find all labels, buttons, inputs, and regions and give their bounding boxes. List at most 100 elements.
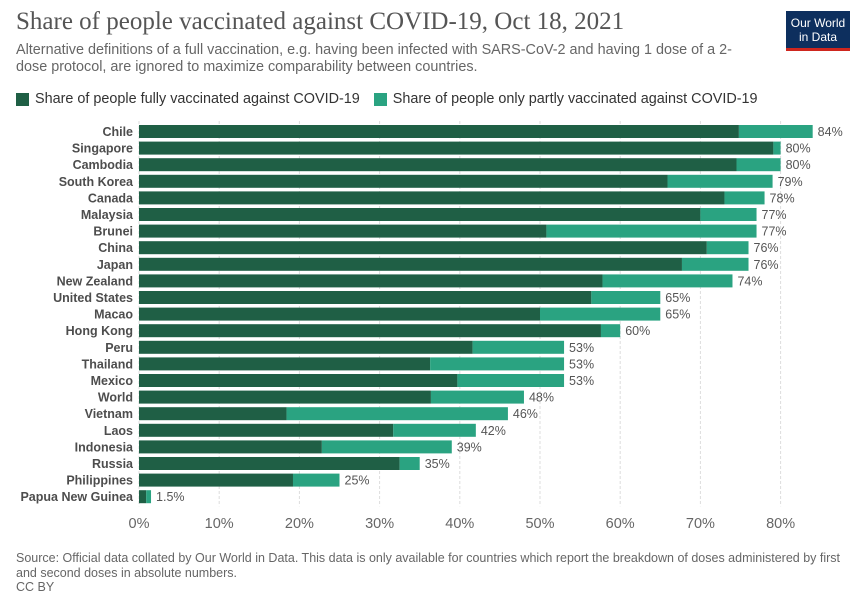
bar-partly: [430, 390, 524, 404]
category-label: New Zealand: [57, 274, 133, 288]
bar-partly: [773, 141, 781, 155]
x-tick-label: 40%: [445, 516, 474, 532]
bar-partly: [738, 125, 813, 138]
bar-partly: [706, 241, 749, 255]
category-label: Indonesia: [75, 440, 134, 454]
total-label: 65%: [665, 291, 690, 305]
bar-fully: [139, 125, 739, 138]
bar-fully: [139, 158, 737, 172]
category-label: Philippines: [66, 474, 133, 488]
bar-fully: [139, 423, 394, 437]
category-label: Papua New Guinea: [20, 490, 134, 504]
bar-partly: [736, 158, 781, 172]
bar-fully: [139, 390, 431, 404]
total-label: 80%: [786, 142, 811, 156]
total-label: 77%: [762, 208, 787, 222]
bar-partly: [286, 407, 508, 421]
bar-partly: [546, 224, 757, 238]
category-label: Singapore: [72, 142, 133, 156]
logo-line-1: Our World: [790, 16, 846, 30]
bar-partly: [602, 274, 733, 288]
category-label: Canada: [88, 191, 134, 205]
bar-fully: [139, 324, 601, 338]
bar-fully: [139, 191, 725, 205]
x-tick-label: 60%: [606, 516, 635, 532]
legend: Share of people fully vaccinated against…: [16, 91, 772, 107]
bar-fully: [139, 274, 603, 288]
license-note: CC BY: [16, 580, 55, 594]
x-tick-label: 0%: [129, 516, 150, 532]
bar-partly: [321, 440, 452, 454]
bar-fully: [139, 174, 668, 188]
x-tick-label: 70%: [686, 516, 715, 532]
category-label: United States: [53, 291, 133, 305]
total-label: 1.5%: [156, 490, 185, 504]
bar-partly: [430, 357, 565, 371]
owid-logo[interactable]: Our World in Data: [786, 11, 850, 51]
total-label: 53%: [569, 341, 594, 355]
total-label: 60%: [625, 324, 650, 338]
category-label: World: [98, 391, 133, 405]
category-label: Macao: [94, 308, 133, 322]
total-label: 42%: [481, 424, 506, 438]
bar-partly: [146, 490, 152, 504]
total-label: 79%: [778, 175, 803, 189]
bar-fully: [139, 340, 473, 354]
bar-partly: [667, 174, 773, 188]
bar-partly: [292, 473, 340, 487]
bar-fully: [139, 374, 458, 387]
category-label: Thailand: [82, 357, 133, 371]
bar-partly: [591, 291, 661, 304]
total-label: 53%: [569, 357, 594, 371]
category-label: Malaysia: [81, 208, 134, 222]
bar-fully: [139, 241, 707, 255]
total-label: 80%: [786, 158, 811, 172]
total-label: 46%: [513, 407, 538, 421]
bar-fully: [139, 307, 540, 321]
bar-fully: [139, 473, 293, 487]
bar-fully: [139, 440, 322, 454]
bar-fully: [139, 291, 592, 304]
bar-partly: [724, 191, 765, 205]
x-tick-label: 80%: [766, 516, 795, 532]
x-tick-label: 30%: [365, 516, 394, 532]
category-label: Chile: [102, 125, 133, 139]
x-tick-label: 20%: [285, 516, 314, 532]
category-label: Cambodia: [73, 158, 134, 172]
bar-chart: 0% 10% 20% 30% 40% 50% 60% 70% 80% Chile 84% Singap…: [20, 121, 843, 532]
total-label: 84%: [818, 125, 843, 139]
total-label: 25%: [345, 474, 370, 488]
bar-fully: [139, 407, 287, 421]
chart-title: Share of people vaccinated against COVID…: [16, 8, 625, 35]
bar-partly: [399, 457, 420, 470]
legend-swatch-partly: [373, 92, 387, 106]
bar-partly: [540, 307, 661, 321]
total-label: 78%: [770, 191, 795, 205]
total-label: 77%: [762, 225, 787, 239]
x-tick-label: 50%: [525, 516, 554, 532]
total-label: 39%: [457, 440, 482, 454]
legend-swatch-fully: [16, 92, 29, 106]
total-label: 76%: [754, 258, 779, 272]
bar-fully: [139, 257, 682, 271]
category-label: Brunei: [93, 225, 133, 239]
bar-partly: [681, 257, 749, 271]
bar-partly: [600, 324, 621, 338]
bar-partly: [393, 423, 476, 437]
chart-subtitle: Alternative definitions of a full vaccin…: [16, 42, 732, 75]
category-label: China: [98, 241, 134, 255]
total-label: 76%: [754, 241, 779, 255]
legend-label-partly: Share of people only partly vaccinated a…: [392, 91, 758, 107]
category-label: Hong Kong: [66, 324, 133, 338]
legend-label-fully: Share of people fully vaccinated against…: [35, 91, 360, 107]
total-label: 53%: [569, 374, 594, 388]
legend-item-fully[interactable]: Share of people fully vaccinated against…: [16, 91, 360, 107]
category-label: South Korea: [59, 175, 134, 189]
category-label: Mexico: [91, 374, 134, 388]
bar-fully: [139, 457, 400, 470]
bar-fully: [139, 490, 147, 504]
x-tick-label: 10%: [205, 516, 234, 532]
category-label: Russia: [92, 457, 134, 471]
legend-item-partly[interactable]: Share of people only partly vaccinated a…: [373, 91, 758, 107]
total-label: 74%: [737, 274, 762, 288]
